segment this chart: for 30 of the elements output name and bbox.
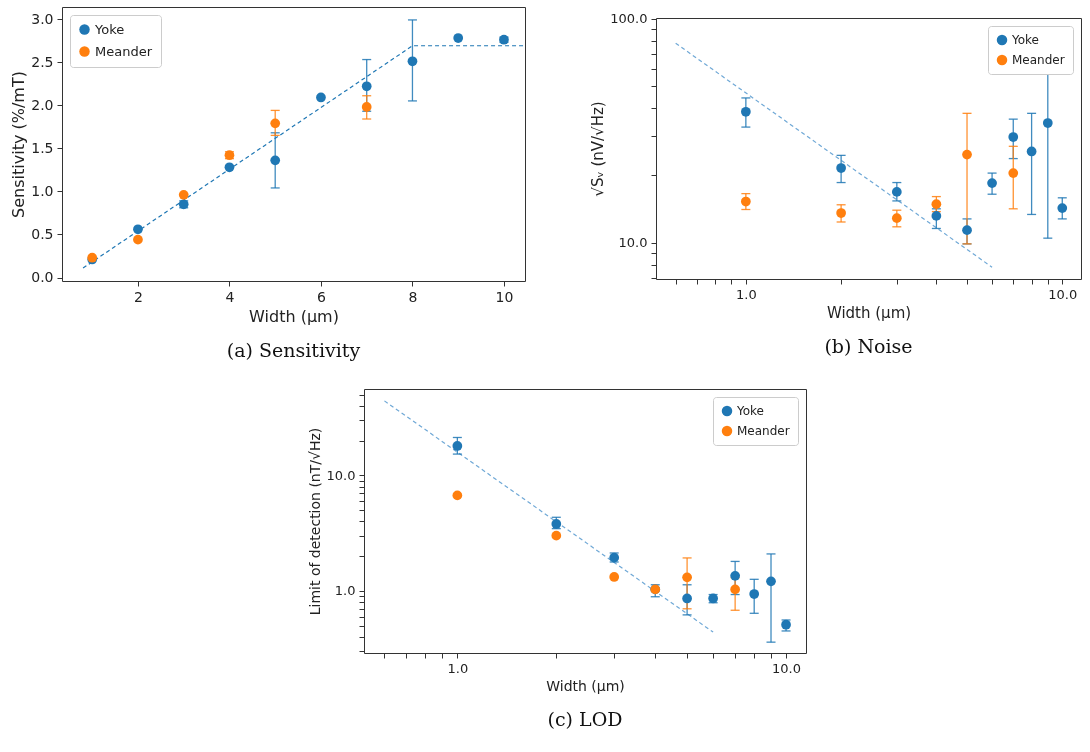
x-tick-label: 6 (316, 288, 326, 305)
legend-label: Meander (737, 424, 790, 438)
legend-label: Yoke (736, 404, 764, 418)
y-axis-title: Sensitivity (%/mT) (9, 71, 29, 218)
y-tick-label: 0.5 (31, 225, 54, 242)
text: (a) Sensitivity (226, 339, 361, 361)
y-tick-label: 1.0 (31, 182, 54, 199)
x-axis-title: Width (μm) (826, 303, 912, 322)
y-tick-label: 0.0 (31, 269, 54, 286)
y-tick-label: 2.0 (31, 96, 54, 113)
y-tick-label: 1.5 (31, 139, 54, 156)
x-axis-title: Width (μm) (249, 306, 339, 326)
text: (c) LOD (547, 708, 623, 730)
y-axis-title: Limit of detection (nT/√Hz) (306, 427, 323, 616)
x-tick-label: 10 (495, 288, 514, 305)
y-axis-title: √Sᵥ (nV/√Hz) (589, 101, 608, 197)
y-tick-label: 3.0 (31, 10, 54, 27)
x-tick-label: 8 (408, 288, 418, 305)
text: (b) Noise (824, 335, 913, 357)
y-tick-label: 2.5 (31, 53, 54, 70)
legend-label: Yoke (1011, 33, 1039, 47)
x-tick-label: 1.0 (736, 286, 757, 302)
legend-label: Meander (1012, 53, 1065, 67)
legend-label: Yoke (94, 21, 125, 37)
x-tick-label: 4 (225, 288, 235, 305)
legend-label: Meander (95, 43, 153, 59)
x-tick-label: 10.0 (1048, 286, 1078, 302)
x-tick-label: 2 (133, 288, 143, 305)
y-tick-label: 100.0 (610, 11, 648, 27)
x-axis-title: Width (μm) (546, 677, 625, 694)
